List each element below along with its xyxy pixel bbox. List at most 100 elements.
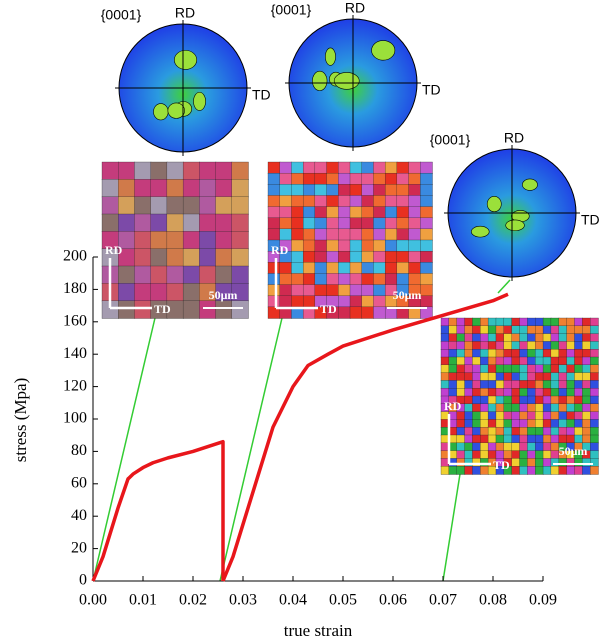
grain [373,229,385,241]
grain [362,262,374,274]
grain [535,458,543,466]
grain [420,240,432,252]
grain [118,197,135,215]
grain [385,195,397,207]
grain [216,162,233,180]
grain [338,285,350,297]
map-td: TD [320,302,337,316]
grain [480,427,488,435]
grain [303,240,315,252]
grain [118,214,135,232]
grain [551,334,559,342]
grain [102,179,119,197]
grain [480,334,488,342]
grain [543,427,551,435]
grain [151,197,168,215]
grain [527,334,535,342]
grain [268,285,280,297]
grain [465,451,473,459]
grain [199,266,216,284]
grain [590,466,598,474]
grain [488,443,496,451]
grain [504,326,512,334]
grain [441,326,449,334]
grain [480,458,488,466]
pole-figure: {0001}RDTD [430,130,600,281]
grain [582,349,590,357]
grain [472,443,480,451]
grain [512,341,520,349]
grain [590,435,598,443]
grain [183,231,200,249]
grain [315,218,327,230]
grain [559,326,567,334]
grain [183,162,200,180]
grain [420,229,432,241]
grain [535,419,543,427]
grain [496,326,504,334]
grain [535,334,543,342]
grain [409,218,421,230]
pf-td: TD [581,212,600,228]
grain [520,326,528,334]
grain [582,326,590,334]
grain [303,184,315,196]
grain [496,404,504,412]
grain [488,349,496,357]
grain [488,373,496,381]
grain [465,404,473,412]
grain [582,435,590,443]
grain [350,285,362,297]
pf-blob [372,41,395,61]
grain [134,179,151,197]
grain [134,162,151,180]
grain [520,318,528,326]
grain [496,435,504,443]
grain [567,365,575,373]
grain [397,251,409,263]
grain [590,404,598,412]
grain [590,451,598,459]
grain [574,435,582,443]
grain [480,357,488,365]
grain [441,380,449,388]
grain [496,412,504,420]
grain [362,184,374,196]
grain [420,251,432,263]
connector [220,318,282,581]
grain [496,349,504,357]
grain [590,427,598,435]
grain [488,419,496,427]
grain [527,443,535,451]
grain [504,334,512,342]
grain [441,318,449,326]
grain [303,173,315,185]
grain [362,240,374,252]
grain [496,318,504,326]
grain [409,251,421,263]
grain [535,443,543,451]
grain [327,262,339,274]
grain [559,365,567,373]
grain [488,388,496,396]
grain [535,466,543,474]
grain [504,404,512,412]
grain [373,218,385,230]
grain [385,184,397,196]
grain [472,373,480,381]
grain [551,404,559,412]
grain [512,451,520,459]
grain [420,195,432,207]
grain [551,466,559,474]
grain [457,435,465,443]
grain [551,326,559,334]
grain [472,357,480,365]
grain [520,412,528,420]
grain [151,249,168,267]
grain [315,273,327,285]
grain [465,349,473,357]
grain [280,195,292,207]
grain [216,197,233,215]
grain [199,249,216,267]
grain [535,349,543,357]
